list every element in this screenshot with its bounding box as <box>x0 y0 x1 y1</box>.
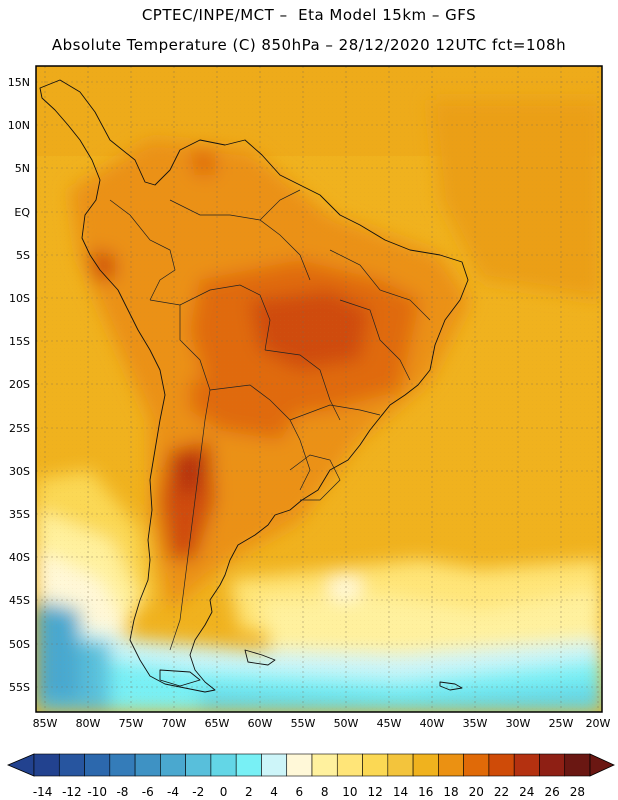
lat-label: 45S <box>9 594 30 607</box>
colorbar-swatch <box>84 753 111 777</box>
lon-label: 40W <box>420 717 445 730</box>
colorbar-swatch <box>286 753 313 777</box>
lat-label: 25S <box>9 422 30 435</box>
colorbar-swatch <box>210 753 237 777</box>
colorbar-tick-label: 28 <box>570 785 585 799</box>
colorbar-tick-label: -4 <box>167 785 179 799</box>
lon-label: 85W <box>33 717 58 730</box>
colorbar-swatch <box>336 753 363 777</box>
colorbar-swatch <box>134 753 161 777</box>
lat-label: 5S <box>16 249 30 262</box>
lon-label: 45W <box>377 717 402 730</box>
colorbar-swatch <box>387 753 414 777</box>
colorbar-swatch <box>412 753 439 777</box>
colorbar-tick-label: 10 <box>342 785 357 799</box>
colorbar-tick-label: -2 <box>192 785 204 799</box>
colorbar-tick-label: 22 <box>494 785 509 799</box>
temperature-field <box>36 66 602 712</box>
colorbar-tick-label: 24 <box>519 785 534 799</box>
colorbar-swatch <box>513 753 540 777</box>
lat-label: 10N <box>8 119 30 132</box>
colorbar-arrow-high <box>589 753 615 777</box>
colorbar-arrow-low <box>6 753 35 777</box>
map-title-line-2: Absolute Temperature (C) 850hPa – 28/12/… <box>51 36 567 54</box>
colorbar-swatch <box>539 753 566 777</box>
lon-label: 80W <box>76 717 101 730</box>
colorbar-tick-label: 14 <box>393 785 408 799</box>
colorbar-tick-label: -10 <box>87 785 107 799</box>
colorbar-tick-label: -14 <box>33 785 53 799</box>
lon-label: 50W <box>334 717 359 730</box>
colorbar-swatch <box>463 753 490 777</box>
colorbar-tick-label: 2 <box>245 785 253 799</box>
colorbar-tick-label: 26 <box>544 785 559 799</box>
lon-label: 65W <box>205 717 230 730</box>
lon-label: 75W <box>119 717 144 730</box>
colorbar-tick-label: -12 <box>62 785 82 799</box>
colorbar-swatch <box>235 753 262 777</box>
map-frame <box>35 65 603 713</box>
colorbar: -14 -12 -10 -8 -6 -4 -2 0 2 4 6 8 10 12 14 16 18 20 22 24 26… <box>6 753 615 799</box>
lon-label: 70W <box>162 717 187 730</box>
lon-label: 25W <box>549 717 574 730</box>
lon-label: 60W <box>248 717 273 730</box>
lon-label: 55W <box>291 717 316 730</box>
map-title-line-1: CPTEC/INPE/MCT – Eta Model 15km – GFS <box>141 6 477 24</box>
colorbar-tick-label: 12 <box>368 785 383 799</box>
lon-label: 30W <box>506 717 531 730</box>
lat-label: EQ <box>14 206 30 219</box>
colorbar-tick-label: -8 <box>116 785 128 799</box>
colorbar-tick-label: 4 <box>270 785 278 799</box>
colorbar-tick-label: 6 <box>296 785 304 799</box>
lat-label: 20S <box>9 378 30 391</box>
longitude-axis: 85W 80W 75W 70W 65W 60W 55W 50W 45W 40W … <box>33 717 611 730</box>
lon-label: 20W <box>586 717 611 730</box>
colorbar-swatch <box>160 753 186 777</box>
colorbar-swatch <box>488 753 515 777</box>
colorbar-swatch <box>185 753 212 777</box>
lat-label: 5N <box>15 162 30 175</box>
lat-label: 15S <box>9 335 30 348</box>
colorbar-tick-label: -6 <box>142 785 154 799</box>
colorbar-swatch <box>109 753 136 777</box>
lat-label: 55S <box>9 681 30 694</box>
lat-label: 35S <box>9 508 30 521</box>
colorbar-swatch <box>311 753 338 777</box>
lat-label: 30S <box>9 465 30 478</box>
colorbar-swatch <box>564 753 591 777</box>
lat-label: 10S <box>9 292 30 305</box>
colorbar-swatch <box>58 753 85 777</box>
colorbar-tick-label: 18 <box>443 785 458 799</box>
colorbar-tick-label: 8 <box>321 785 329 799</box>
colorbar-swatch <box>33 753 60 777</box>
latitude-axis: 15N 10N 5N EQ 5S 10S 15S 20S 25S 30S 35S… <box>8 76 31 694</box>
colorbar-swatch <box>261 753 288 777</box>
graticule <box>36 66 602 712</box>
colorbar-tick-label: 16 <box>418 785 433 799</box>
colorbar-swatch <box>438 753 464 777</box>
country-borders <box>109 189 431 651</box>
coastlines <box>39 79 469 693</box>
colorbar-tick-label: 20 <box>469 785 484 799</box>
colorbar-tick-label: 0 <box>220 785 228 799</box>
lon-label: 35W <box>463 717 488 730</box>
lat-label: 15N <box>8 76 30 89</box>
lat-label: 50S <box>9 638 30 651</box>
colorbar-swatch <box>362 753 389 777</box>
lat-label: 40S <box>9 551 30 564</box>
